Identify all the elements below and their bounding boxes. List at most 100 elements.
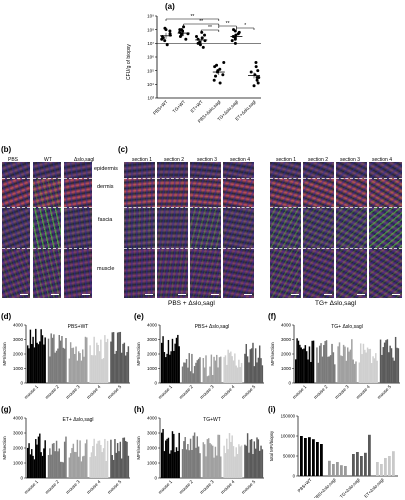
layer-boundary — [190, 206, 221, 208]
tissue-layer — [64, 206, 92, 248]
mfi-bar — [397, 348, 400, 383]
mfi-ytick-label: 0 — [20, 381, 23, 386]
mfi-bar — [379, 339, 382, 383]
i-bar — [380, 464, 383, 476]
layer-boundary — [270, 206, 301, 208]
mfi-bar — [84, 443, 87, 478]
mfi-bar — [124, 440, 127, 478]
mfi-bar — [234, 456, 236, 478]
mfi-bar — [35, 439, 37, 478]
mfi-bar — [202, 442, 205, 478]
mfi-bar — [104, 335, 106, 383]
i-bar — [376, 462, 379, 476]
mfi-bar — [239, 446, 241, 478]
mfi-bar — [111, 455, 113, 478]
panel-b-col-mutant: Δslo,sagl — [74, 157, 95, 163]
mfi-bar — [75, 452, 77, 478]
mfi-bar — [376, 360, 378, 383]
mfi-bar — [223, 357, 225, 383]
panel-h-chart: 4000 3000 2000 1000 0 MFI/section TG+WT mouse 1… — [136, 416, 264, 495]
mfi-bar — [188, 353, 190, 383]
mfi-bar — [69, 342, 72, 383]
mfi-bar — [327, 356, 329, 383]
a-ytick-label: 10⁸ — [147, 27, 154, 32]
mfi-bar — [347, 347, 349, 383]
mfi-bar — [105, 342, 107, 383]
mfi-bar — [372, 356, 374, 383]
mfi-bar — [59, 461, 62, 478]
mfi-ytick-label: 1000 — [13, 461, 24, 466]
mfi-bar — [96, 342, 98, 383]
micrograph-b-mutant — [64, 162, 92, 298]
panel-i-chart: 150000 100000 50000 0 total MFI/biopsy PBS+WT… — [269, 414, 398, 498]
mfi-bar — [50, 454, 52, 478]
panel-f-chart: 4000 3000 2000 1000 0 MFI/section TG+ Δslo,sag… — [270, 323, 400, 400]
mfi-bar — [253, 366, 256, 383]
mfi-bar — [39, 433, 41, 478]
a-ytick-label: 10³ — [147, 96, 154, 101]
i-bar — [344, 466, 347, 476]
a-data-point — [194, 35, 198, 38]
mfi-bar — [169, 354, 171, 383]
mfi-bar — [31, 343, 33, 383]
mfi-panel-title: PBS+WT — [68, 324, 89, 330]
mfi-bar — [123, 342, 126, 383]
mfi-bar — [96, 443, 98, 478]
i-bar — [356, 452, 359, 476]
mfi-ytick-label: 4000 — [147, 416, 158, 421]
mfi-ytick-label: 1000 — [147, 461, 158, 466]
mfi-bar — [116, 332, 119, 383]
mfi-bar — [238, 444, 240, 478]
mfi-xtick-label: mouse 1 — [157, 479, 173, 495]
layer-boundary — [157, 206, 188, 208]
mfi-bar — [187, 367, 189, 383]
i-xtick-label: TG+Δslo,sagl — [339, 477, 361, 498]
mfi-bar — [254, 348, 257, 383]
i-bar — [368, 434, 371, 476]
mfi-bar — [246, 356, 249, 383]
mfi-bar — [332, 352, 335, 383]
layer-boundary — [270, 247, 301, 249]
a-data-point — [168, 32, 172, 36]
mfi-bar — [366, 347, 369, 383]
mfi-bar — [104, 438, 106, 478]
mfi-bar — [369, 348, 372, 383]
mfi-bar — [226, 364, 228, 383]
mfi-bar — [249, 349, 252, 383]
mfi-xtick-label: mouse 5 — [241, 479, 257, 495]
mfi-bar — [191, 450, 193, 478]
a-xtick-label: ET+WT — [189, 99, 204, 114]
panel-d-label: (d) — [1, 312, 12, 321]
mfi-bar — [340, 355, 342, 383]
mfi-bar — [68, 358, 71, 383]
mfi-bar — [71, 348, 73, 383]
mfi-bar — [167, 339, 170, 383]
mfi-bar — [245, 445, 247, 478]
layer-label-muscle: muscle — [97, 266, 115, 272]
c-right-section-3: section 3 — [340, 157, 361, 163]
tissue-layer — [223, 162, 254, 179]
layer-boundary — [223, 206, 254, 208]
mfi-bar — [365, 352, 367, 383]
a-sig-label: ** — [226, 21, 230, 27]
mfi-bar — [28, 443, 30, 478]
mfi-bar — [106, 338, 109, 383]
mfi-bar — [175, 337, 178, 383]
mfi-bar — [209, 443, 211, 478]
mfi-bar — [231, 435, 233, 478]
mfi-bar — [375, 353, 377, 383]
panel-g-label: (g) — [1, 405, 12, 414]
i-bar — [316, 442, 319, 476]
mfi-bar — [79, 440, 81, 478]
mfi-xtick-label: mouse 1 — [157, 384, 173, 400]
mfi-bar — [62, 347, 65, 383]
mfi-bar — [240, 362, 243, 383]
mfi-bar — [183, 441, 185, 478]
panel-i-label: (i) — [268, 405, 276, 414]
mfi-ylabel: MFI/section — [2, 342, 7, 366]
panel-g-chart: 4000 3000 2000 1000 0 MFI/section ET+ Δslo,sag… — [2, 416, 130, 495]
mfi-bar — [93, 336, 95, 383]
a-data-point — [198, 43, 202, 47]
mfi-bar — [27, 345, 29, 383]
mfi-bar — [220, 356, 222, 383]
